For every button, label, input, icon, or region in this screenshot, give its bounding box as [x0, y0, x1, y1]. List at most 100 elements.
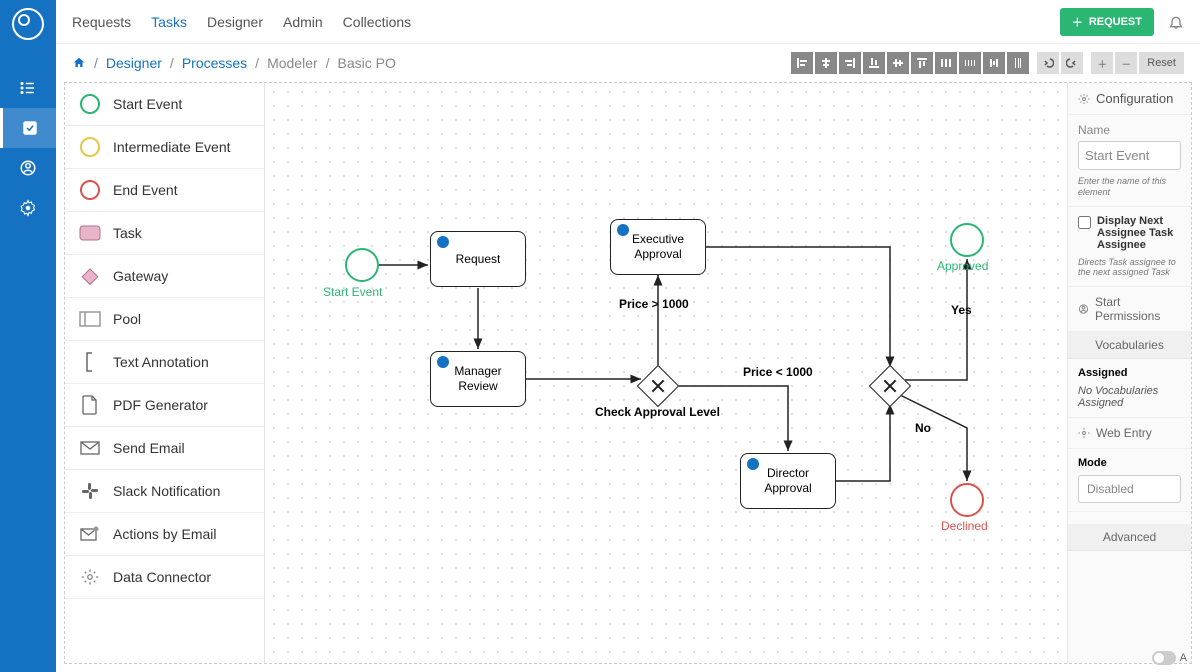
declined-label: Declined [941, 519, 988, 533]
crumb-designer[interactable]: Designer [106, 55, 162, 71]
distribute-v2[interactable] [1007, 52, 1029, 74]
start-permissions[interactable]: Start Permissions [1068, 287, 1191, 332]
nav-collections[interactable]: Collections [343, 14, 411, 30]
display-next-checkbox[interactable]: Display Next Assignee Task Assignee [1078, 215, 1181, 251]
align-right[interactable] [839, 52, 861, 74]
side-rail [0, 0, 56, 672]
logo[interactable] [12, 8, 44, 40]
end-event-icon [79, 179, 101, 201]
end-event-approved[interactable] [950, 223, 984, 257]
send-email-icon [79, 437, 101, 459]
gateway-icon [79, 265, 101, 287]
name-input[interactable] [1078, 141, 1181, 170]
palette-item-data-connector[interactable]: Data Connector [65, 556, 264, 599]
mode-label: Mode [1078, 457, 1181, 469]
request-button[interactable]: ＋ REQUEST [1060, 8, 1154, 36]
bottom-toggle[interactable]: A [1152, 651, 1187, 665]
gateway-decision[interactable] [875, 371, 905, 401]
distribute-h[interactable] [935, 52, 957, 74]
palette-item-pool[interactable]: Pool [65, 298, 264, 341]
crumb-modeler: Modeler [267, 55, 318, 71]
palette-label: Text Annotation [113, 354, 209, 370]
palette-item-task[interactable]: Task [65, 212, 264, 255]
palette-item-text-annotation[interactable]: Text Annotation [65, 341, 264, 384]
zoom-reset[interactable]: Reset [1139, 52, 1184, 74]
align-center-h[interactable] [815, 52, 837, 74]
align-top[interactable] [911, 52, 933, 74]
palette-label: End Event [113, 182, 178, 198]
palette-label: Actions by Email [113, 526, 216, 542]
palette-label: Pool [113, 311, 141, 327]
intermediate-event-icon [79, 136, 101, 158]
rail-user[interactable] [0, 148, 56, 188]
nav-requests[interactable]: Requests [72, 14, 131, 30]
align-toolbar [791, 52, 1029, 74]
palette-item-end-event[interactable]: End Event [65, 169, 264, 212]
palette-item-pdf-generator[interactable]: PDF Generator [65, 384, 264, 427]
palette-item-slack-notification[interactable]: Slack Notification [65, 470, 264, 513]
rail-tasks[interactable] [0, 108, 56, 148]
edge-label-no: No [915, 421, 931, 435]
workspace: Start EventIntermediate EventEnd EventTa… [64, 82, 1192, 664]
palette-label: Task [113, 225, 142, 241]
palette-item-gateway[interactable]: Gateway [65, 255, 264, 298]
display-hint: Directs Task assignee to the next assign… [1078, 257, 1181, 279]
palette-label: Gateway [113, 268, 168, 284]
actions-by-email-icon [79, 523, 101, 545]
zoom-out[interactable]: － [1115, 52, 1137, 74]
home-icon[interactable] [72, 56, 86, 70]
web-entry[interactable]: Web Entry [1068, 418, 1191, 449]
palette-item-intermediate-event[interactable]: Intermediate Event [65, 126, 264, 169]
start-event-label: Start Event [323, 285, 382, 299]
task-director-approval[interactable]: Director Approval [740, 453, 836, 509]
align-middle[interactable] [887, 52, 909, 74]
zoom-in[interactable]: ＋ [1091, 52, 1113, 74]
data-connector-icon [79, 566, 101, 588]
align-left[interactable] [791, 52, 813, 74]
undo-button[interactable] [1037, 52, 1059, 74]
config-panel: Configuration Name Enter the name of thi… [1067, 83, 1191, 663]
advanced-tab[interactable]: Advanced [1068, 524, 1191, 551]
distribute-h2[interactable] [959, 52, 981, 74]
start-event-node[interactable] [345, 248, 379, 282]
name-hint: Enter the name of this element [1078, 176, 1181, 198]
assigned-label: Assigned [1078, 367, 1181, 379]
palette-item-start-event[interactable]: Start Event [65, 83, 264, 126]
crumb-processes[interactable]: Processes [182, 55, 247, 71]
edge-label-price-gt: Price > 1000 [619, 297, 689, 311]
slack-notification-icon [79, 480, 101, 502]
nav-admin[interactable]: Admin [283, 14, 323, 30]
edge-label-price-lt: Price < 1000 [743, 365, 813, 379]
rail-list[interactable] [0, 68, 56, 108]
vocab-value: No Vocabularies Assigned [1078, 385, 1181, 409]
bpmn-canvas[interactable]: Start Event Request Manager Review Execu… [265, 83, 1067, 663]
nav-tasks[interactable]: Tasks [151, 14, 187, 30]
task-request[interactable]: Request [430, 231, 526, 287]
gateway-check-approval[interactable] [643, 371, 673, 401]
distribute-v[interactable] [983, 52, 1005, 74]
redo-button[interactable] [1061, 52, 1083, 74]
task-manager-review[interactable]: Manager Review [430, 351, 526, 407]
nav-designer[interactable]: Designer [207, 14, 263, 30]
palette-item-actions-by-email[interactable]: Actions by Email [65, 513, 264, 556]
pdf-generator-icon [79, 394, 101, 416]
sub-bar: / Designer / Processes / Modeler / Basic… [56, 44, 1200, 82]
task-icon [79, 222, 101, 244]
pool-icon [79, 308, 101, 330]
rail-settings[interactable] [0, 188, 56, 228]
palette-item-send-email[interactable]: Send Email [65, 427, 264, 470]
task-executive-approval[interactable]: Executive Approval [610, 219, 706, 275]
vocabularies-tab[interactable]: Vocabularies [1068, 332, 1191, 359]
end-event-declined[interactable] [950, 483, 984, 517]
bell-icon[interactable] [1168, 14, 1184, 30]
top-nav: Requests Tasks Designer Admin Collection… [56, 0, 1200, 44]
config-title: Configuration [1078, 91, 1181, 106]
breadcrumb: / Designer / Processes / Modeler / Basic… [72, 55, 396, 71]
approved-label: Approved [937, 259, 988, 273]
request-button-label: REQUEST [1089, 16, 1142, 28]
text-annotation-icon [79, 351, 101, 373]
mode-select[interactable]: Disabled [1078, 475, 1181, 503]
align-bottom[interactable] [863, 52, 885, 74]
palette-label: Data Connector [113, 569, 211, 585]
gateway1-label: Check Approval Level [595, 405, 720, 419]
